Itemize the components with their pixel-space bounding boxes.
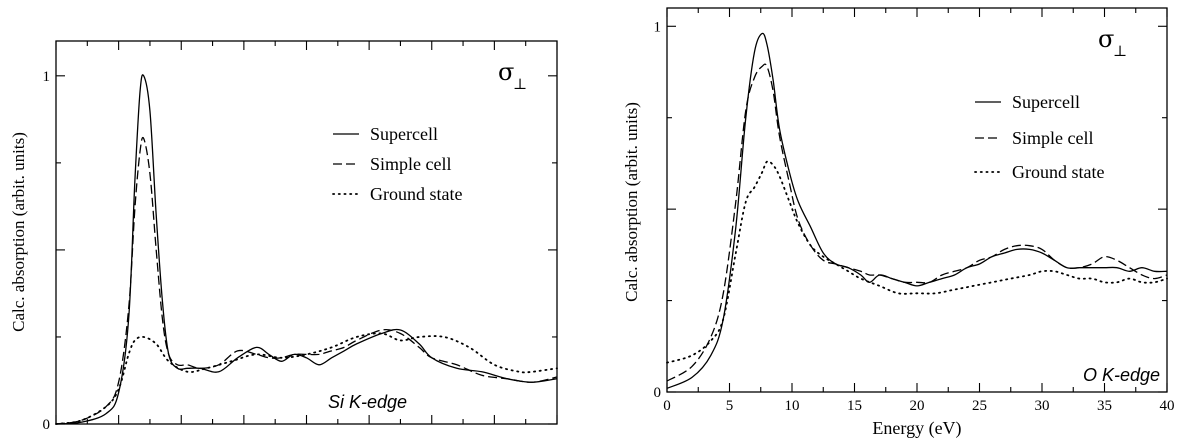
y-axis-label: Calc. absorption (arbit. units) <box>622 102 641 302</box>
o-k-edge-panel: 0 5 10 15 20 25 30 35 40 0 1 Calc. absorption (arb… <box>622 7 1175 439</box>
x-tick-label: 15 <box>847 398 862 414</box>
y-tick-label: 1 <box>43 69 51 85</box>
x-tick-label: 5 <box>726 398 734 414</box>
legend-label-simple-cell: Simple cell <box>370 154 451 174</box>
panel-tag: O K-edge <box>1083 365 1160 385</box>
y-axis-label: Calc. absorption (arbit. units) <box>9 132 28 332</box>
polarization-subscript: ⊥ <box>513 75 527 93</box>
panel-tag: Si K-edge <box>328 392 407 412</box>
series-simple-cell-line <box>55 136 558 425</box>
legend: Supercell Simple cell Ground state <box>974 92 1104 182</box>
x-tick-label: 0 <box>663 398 671 414</box>
legend-label-supercell: Supercell <box>1012 92 1080 112</box>
x-tick-label: 30 <box>1035 398 1050 414</box>
legend-label-ground-state: Ground state <box>1012 162 1104 182</box>
axis-ticks: 0 5 10 15 20 25 30 35 40 0 1 <box>654 8 1175 414</box>
x-tick-label: 20 <box>910 398 925 414</box>
x-tick-label: 35 <box>1097 398 1112 414</box>
polarization-symbol: σ <box>498 58 514 86</box>
series-supercell-line <box>55 74 558 425</box>
y-tick-label: 0 <box>654 385 662 401</box>
series-ground-state-line <box>55 332 558 425</box>
axis-ticks: 01 <box>43 41 558 433</box>
curves <box>55 74 558 425</box>
y-tick-label: 0 <box>43 417 51 433</box>
si-k-edge-panel: 01 Calc. absorption (arbit. units) σ ⊥ S… <box>9 40 558 433</box>
y-tick-label: 1 <box>654 19 662 35</box>
polarization-subscript: ⊥ <box>1113 42 1127 60</box>
legend-label-simple-cell: Simple cell <box>1012 128 1093 148</box>
legend: Supercell Simple cell Ground state <box>332 124 462 204</box>
legend-label-ground-state: Ground state <box>370 184 462 204</box>
series-ground-state-line <box>666 160 1168 364</box>
series-simple-cell-line <box>666 63 1168 382</box>
x-tick-label: 40 <box>1160 398 1175 414</box>
series-supercell-line <box>666 32 1168 389</box>
legend-label-supercell: Supercell <box>370 124 438 144</box>
plot-frame <box>55 40 558 425</box>
plot-frame <box>666 7 1168 393</box>
polarization-symbol: σ <box>1098 25 1114 53</box>
x-tick-label: 25 <box>972 398 987 414</box>
x-tick-label: 10 <box>785 398 800 414</box>
curves <box>666 32 1168 389</box>
x-axis-label: Energy (eV) <box>872 418 961 439</box>
